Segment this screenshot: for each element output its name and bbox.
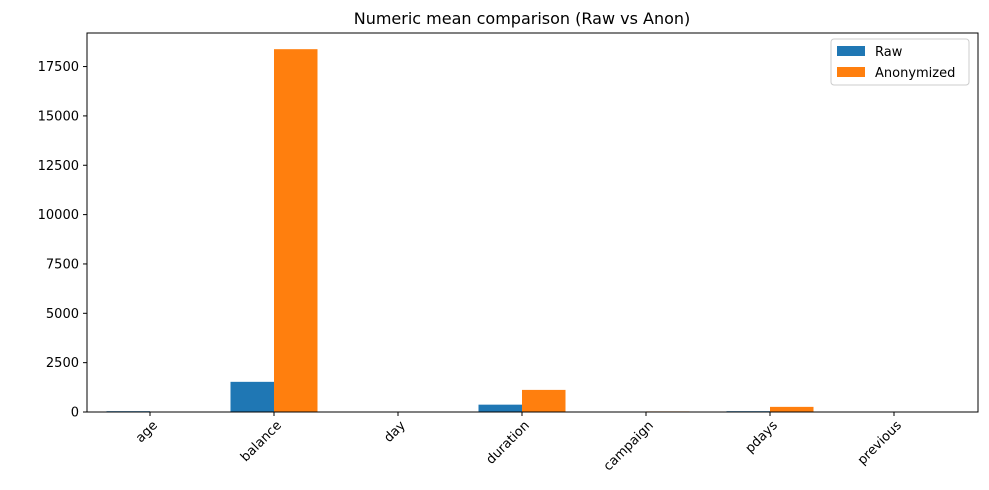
plot-frame xyxy=(86,32,979,413)
y-tick-label: 0 xyxy=(71,406,79,421)
x-tick-label-previous: previous xyxy=(855,418,905,468)
bar-anonymized-balance xyxy=(274,49,318,412)
legend-box xyxy=(830,38,970,86)
bar-anonymized-pdays xyxy=(770,406,814,412)
y-tick-label: 2500 xyxy=(46,356,79,371)
y-tick-label: 17500 xyxy=(38,60,79,75)
x-tick-label-campaign: campaign xyxy=(601,418,657,474)
x-tick-label-pdays: pdays xyxy=(743,418,781,456)
y-tick-label: 7500 xyxy=(46,257,79,272)
legend-label-anonymized: Anonymized xyxy=(875,66,955,81)
x-axis: age balance day duration campaign pdays previo… xyxy=(133,412,905,474)
y-axis: 0 2500 5000 7500 10000 12500 15000 17500 xyxy=(38,60,87,421)
x-tick-label-day: day xyxy=(381,418,409,446)
legend-swatch-anonymized xyxy=(837,67,865,77)
y-tick-label: 10000 xyxy=(38,208,79,223)
bars-layer xyxy=(106,49,938,412)
y-tick-label: 5000 xyxy=(46,307,79,322)
legend-swatch-raw xyxy=(837,46,865,56)
legend: Raw Anonymized xyxy=(830,38,970,86)
bar-anonymized-duration xyxy=(522,389,566,412)
y-tick-label: 12500 xyxy=(38,159,79,174)
x-tick-label-balance: balance xyxy=(238,418,285,465)
y-tick-label: 15000 xyxy=(38,109,79,124)
x-tick-label-duration: duration xyxy=(484,418,533,467)
chart-title: Numeric mean comparison (Raw vs Anon) xyxy=(354,9,691,28)
legend-label-raw: Raw xyxy=(875,45,903,60)
bar-raw-duration xyxy=(478,404,522,412)
bar-raw-balance xyxy=(230,381,274,412)
x-tick-label-age: age xyxy=(133,418,161,446)
